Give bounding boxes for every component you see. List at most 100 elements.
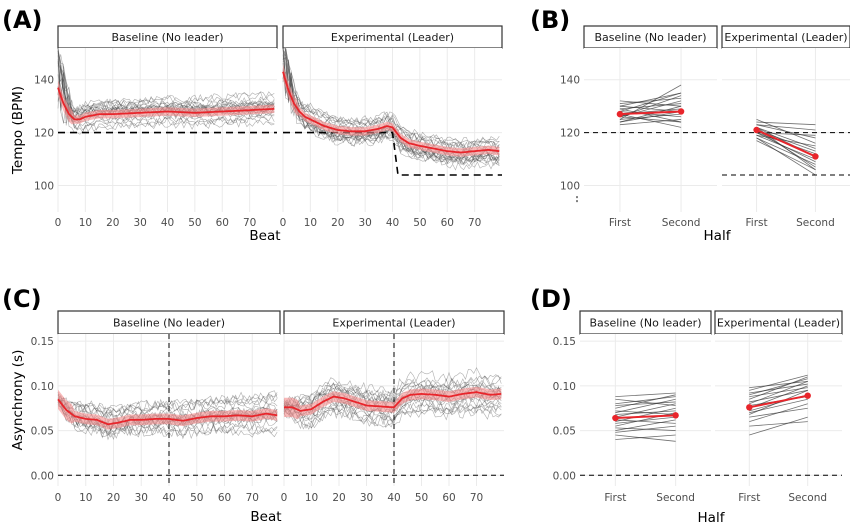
individual-trial-line-C-1-5: [283, 401, 502, 429]
individual-trial-line-A-1-7: [282, 57, 500, 150]
facet-strip-label-A-0: Baseline (No leader): [111, 31, 223, 44]
individual-trial-line-C-0-4: [57, 397, 278, 418]
x-tick-label-A-0-0: 0: [55, 217, 62, 229]
individual-trial-line-A-0-2: [57, 47, 275, 131]
individual-pair-line-D-0-7: [615, 407, 676, 423]
x-tick-label-A-0-5: 50: [188, 217, 201, 229]
individual-trial-line-A-0-7: [57, 65, 275, 114]
x-axis-title-C: Beat: [250, 509, 281, 525]
individual-trial-line-A-1-1: [282, 53, 500, 164]
x-tick-label-C-0-1: 10: [79, 492, 92, 504]
x-tick-label-A-1-3: 30: [358, 217, 371, 229]
facet-strip-label-A-1: Experimental (Leader): [331, 31, 454, 44]
individual-pair-line-D-0-3: [615, 419, 676, 431]
individual-trial-line-A-0-21: [57, 65, 275, 113]
plot-area-D-1: [715, 334, 842, 486]
x-tick-label-A-1-0: 0: [280, 217, 287, 229]
individual-pair-line-D-0-15: [615, 396, 676, 405]
x-tick-label-B-0-1: Second: [662, 217, 701, 229]
x-tick-label-A-1-7: 70: [468, 217, 481, 229]
x-tick-label-C-0-6: 60: [218, 492, 231, 504]
individual-trial-line-C-0-2: [57, 402, 278, 439]
x-axis-title-D: Half: [698, 510, 726, 525]
individual-trial-line-C-0-0: [57, 405, 278, 440]
x-tick-label-D-0-0: First: [604, 492, 626, 504]
x-tick-label-A-0-1: 10: [79, 217, 92, 229]
x-tick-label-C-1-1: 10: [305, 492, 318, 504]
facet-strip-label-D-1: Experimental (Leader): [717, 317, 840, 330]
individual-pair-line-D-1-5: [749, 398, 808, 414]
y-tick-label-B-0: 100: [560, 181, 580, 193]
x-tick-label-A-1-5: 50: [413, 217, 426, 229]
x-tick-label-A-1-1: 10: [304, 217, 317, 229]
panel-letter-d: (D): [530, 285, 572, 313]
individual-trial-line-A-1-2: [282, 59, 500, 167]
individual-trial-line-C-1-17: [283, 383, 502, 410]
individual-pair-line-D-0-14: [615, 401, 676, 406]
individual-pair-line-B-1-1: [756, 137, 816, 165]
x-tick-label-C-1-3: 30: [360, 492, 373, 504]
individual-pair-line-D-1-13: [749, 378, 808, 396]
x-tick-label-C-1-6: 60: [442, 492, 455, 504]
individual-trial-line-C-0-14: [57, 402, 278, 441]
mean-point-D-1-1: [804, 392, 811, 399]
x-tick-label-A-0-4: 40: [161, 217, 174, 229]
individual-trial-line-A-0-12: [57, 72, 275, 120]
individual-trial-line-A-0-3: [57, 73, 275, 130]
x-tick-label-D-1-1: Second: [788, 492, 827, 504]
individual-pair-line-D-0-9: [615, 403, 676, 418]
y-axis-title-A: Tempo (BPM): [10, 86, 26, 175]
individual-trial-line-A-1-16: [282, 63, 500, 152]
mean-series-line-C-1: [284, 391, 502, 412]
x-tick-label-C-1-5: 50: [415, 492, 428, 504]
individual-trial-line-C-1-8: [283, 375, 502, 409]
mean-pair-line-D-0: [615, 414, 676, 420]
individual-trial-line-C-1-12: [283, 398, 502, 422]
mean-pair-line-B-1: [756, 129, 816, 158]
plot-area-B-0: [584, 48, 717, 212]
plot-area-B-1: [722, 48, 850, 212]
individual-trial-line-A-0-6: [57, 54, 275, 113]
individual-trial-line-A-1-6: [282, 50, 500, 145]
individual-pair-line-D-1-16: [749, 380, 808, 389]
y-tick-label-B-2: 140: [560, 75, 580, 87]
x-tick-label-C-1-0: 0: [281, 492, 288, 504]
x-tick-label-B-1-1: Second: [796, 217, 835, 229]
individual-pair-line-D-0-4: [615, 427, 676, 431]
mean-point-D-1-0: [746, 404, 753, 411]
individual-trial-line-A-1-10: [282, 48, 500, 165]
individual-pair-line-D-1-15: [749, 374, 808, 391]
y-tick-label-D-2: 0.10: [553, 381, 576, 393]
individual-pair-line-B-0-3: [619, 116, 682, 123]
individual-pair-line-D-1-0: [749, 416, 808, 436]
x-tick-label-C-0-5: 50: [190, 492, 203, 504]
individual-pair-line-B-0-6: [619, 111, 682, 118]
x-tick-label-A-0-3: 30: [133, 217, 146, 229]
individual-pair-line-D-1-12: [749, 387, 808, 397]
y-tick-label-C-0: 0.00: [31, 470, 54, 482]
individual-pair-line-B-0-9: [619, 105, 682, 112]
individual-pair-line-D-1-3: [749, 407, 808, 418]
individual-pair-line-B-0-17: [619, 92, 682, 107]
x-tick-label-B-0-0: First: [609, 217, 631, 229]
facet-strip-label-B-0: Baseline (No leader): [594, 31, 706, 44]
individual-trial-line-C-1-2: [283, 403, 502, 430]
individual-pair-line-D-1-11: [749, 376, 808, 400]
mean-ribbon-C-1: [284, 386, 502, 420]
y-tick-label-A-0: 100: [34, 181, 54, 193]
individual-pair-line-B-1-13: [756, 137, 816, 176]
x-tick-label-C-1-2: 20: [332, 492, 345, 504]
x-tick-label-C-0-7: 70: [246, 492, 259, 504]
individual-trial-line-A-0-19: [57, 79, 275, 133]
individual-trial-line-A-0-16: [57, 59, 275, 114]
individual-trial-line-C-1-1: [283, 378, 502, 407]
individual-pair-line-D-0-11: [615, 398, 676, 414]
y-tick-label-C-1: 0.05: [31, 426, 54, 438]
individual-pair-line-B-1-11: [756, 121, 816, 126]
individual-pair-line-D-1-10: [749, 389, 808, 403]
x-tick-label-A-0-6: 60: [216, 217, 229, 229]
individual-pair-line-D-1-14: [749, 383, 808, 394]
x-tick-label-C-1-4: 40: [387, 492, 400, 504]
individual-trial-line-C-1-3: [283, 402, 502, 425]
x-tick-label-A-0-2: 20: [106, 217, 119, 229]
